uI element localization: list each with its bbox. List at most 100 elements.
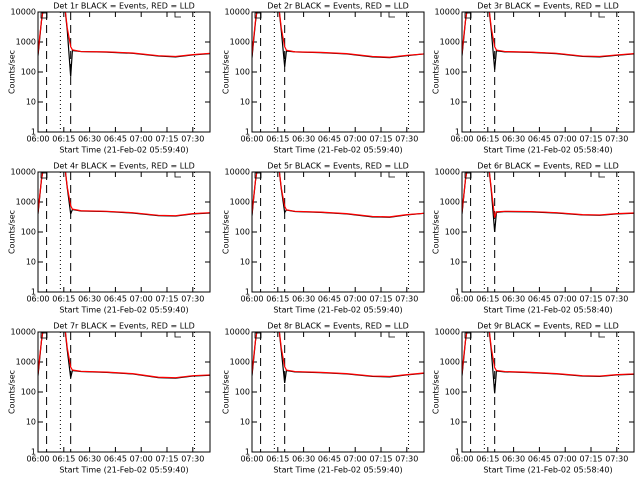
y-axis-label: Counts/sec	[222, 210, 231, 254]
y-tick-label: 1000	[16, 198, 36, 207]
y-axis-label: Counts/sec	[8, 210, 17, 254]
y-tick-label: 100	[21, 228, 36, 237]
corner-mark	[174, 12, 181, 18]
y-axis-label: Counts/sec	[432, 370, 441, 414]
x-tick-label: 07:00	[554, 135, 577, 144]
plot-frame	[461, 331, 635, 453]
panel-title: Det 2r BLACK = Events, RED = LLD	[267, 2, 409, 11]
x-tick-label: 06:00	[26, 295, 49, 304]
x-tick-label: 07:30	[181, 295, 204, 304]
plot-frame	[251, 331, 425, 453]
x-tick-label: 07:30	[395, 455, 418, 464]
x-tick-label: 06:45	[528, 455, 551, 464]
panel: Det 1r BLACK = Events, RED = LLD Start Ti…	[8, 2, 211, 155]
x-tick-label: 07:00	[130, 295, 153, 304]
x-tick-label: 07:00	[344, 135, 367, 144]
x-axis-label: Start Time (21-Feb-02 05:58:40)	[483, 146, 612, 155]
plot-frame	[37, 11, 211, 133]
x-tick-label: 07:15	[579, 455, 602, 464]
panel-title: Det 8r BLACK = Events, RED = LLD	[267, 322, 409, 331]
x-tick-label: 07:00	[344, 295, 367, 304]
y-tick-label: 10000	[225, 328, 250, 337]
y-tick-label: 1	[245, 288, 250, 297]
x-tick-label: 07:00	[130, 455, 153, 464]
x-tick-label: 06:00	[240, 455, 263, 464]
series-line	[252, 12, 424, 58]
x-tick-label: 07:15	[155, 295, 178, 304]
y-tick-label: 100	[21, 68, 36, 77]
y-tick-label: 1	[455, 128, 460, 137]
x-axis-label: Start Time (21-Feb-02 05:59:40)	[273, 306, 402, 315]
y-axis-label: Counts/sec	[432, 50, 441, 94]
x-tick-label: 06:45	[318, 135, 341, 144]
x-tick-label: 06:00	[26, 455, 49, 464]
y-tick-label: 1	[455, 448, 460, 457]
corner-box	[464, 172, 472, 179]
y-tick-label: 100	[445, 228, 460, 237]
corner-mark	[174, 332, 181, 338]
y-tick-label: 10	[240, 98, 250, 107]
y-tick-label: 10	[450, 418, 460, 427]
panel-title: Det 3r BLACK = Events, RED = LLD	[477, 2, 619, 11]
y-axis-label: Counts/sec	[222, 50, 231, 94]
panel: Det 9r BLACK = Events, RED = LLD Start Ti…	[432, 322, 635, 475]
y-tick-label: 10	[240, 258, 250, 267]
y-tick-label: 100	[445, 388, 460, 397]
panel: Det 2r BLACK = Events, RED = LLD Start Ti…	[222, 2, 425, 155]
x-tick-label: 06:30	[292, 455, 315, 464]
series-line	[462, 332, 634, 377]
x-tick-label: 06:00	[26, 135, 49, 144]
y-tick-label: 1	[245, 448, 250, 457]
corner-box	[40, 332, 48, 339]
panel-title: Det 6r BLACK = Events, RED = LLD	[477, 162, 619, 171]
x-tick-label: 07:30	[605, 135, 628, 144]
plot-frame	[37, 171, 211, 293]
y-tick-label: 10000	[435, 8, 460, 17]
y-tick-label: 10	[26, 258, 36, 267]
x-tick-label: 06:15	[52, 135, 75, 144]
x-tick-label: 06:15	[52, 455, 75, 464]
series-line	[462, 12, 634, 58]
x-tick-label: 07:15	[579, 135, 602, 144]
x-tick-label: 07:30	[395, 295, 418, 304]
x-axis-label: Start Time (21-Feb-02 05:58:40)	[483, 306, 612, 315]
series-line	[252, 332, 424, 378]
panel-title: Det 9r BLACK = Events, RED = LLD	[477, 322, 619, 331]
corner-mark	[598, 12, 605, 18]
x-tick-label: 06:00	[450, 455, 473, 464]
x-tick-label: 07:15	[155, 135, 178, 144]
corner-mark	[388, 332, 395, 338]
corner-mark	[388, 172, 395, 178]
y-tick-label: 10000	[11, 8, 36, 17]
corner-mark	[174, 172, 181, 178]
series-line	[462, 172, 634, 218]
x-tick-label: 06:45	[104, 135, 127, 144]
y-tick-label: 10000	[225, 8, 250, 17]
y-axis-label: Counts/sec	[8, 370, 17, 414]
corner-box	[40, 12, 48, 19]
x-tick-label: 06:15	[266, 295, 289, 304]
x-tick-label: 06:45	[318, 455, 341, 464]
x-axis-label: Start Time (21-Feb-02 05:59:40)	[273, 146, 402, 155]
x-tick-label: 07:00	[554, 455, 577, 464]
x-axis-label: Start Time (21-Feb-02 05:59:40)	[59, 306, 188, 315]
corner-mark	[598, 332, 605, 338]
x-tick-label: 06:45	[528, 295, 551, 304]
corner-mark	[388, 12, 395, 18]
panel: Det 4r BLACK = Events, RED = LLD Start Ti…	[8, 162, 211, 315]
y-tick-label: 1	[455, 288, 460, 297]
y-tick-label: 1000	[440, 358, 460, 367]
x-tick-label: 07:15	[369, 455, 392, 464]
plot-frame	[461, 171, 635, 293]
series-line	[252, 172, 424, 218]
y-tick-label: 10	[450, 98, 460, 107]
plot-frame	[251, 11, 425, 133]
y-tick-label: 10000	[225, 168, 250, 177]
plot-frame	[251, 171, 425, 293]
x-tick-label: 07:00	[130, 135, 153, 144]
y-tick-label: 1000	[230, 198, 250, 207]
panel-title: Det 4r BLACK = Events, RED = LLD	[53, 162, 195, 171]
corner-box	[40, 172, 48, 179]
x-tick-label: 06:45	[104, 295, 127, 304]
